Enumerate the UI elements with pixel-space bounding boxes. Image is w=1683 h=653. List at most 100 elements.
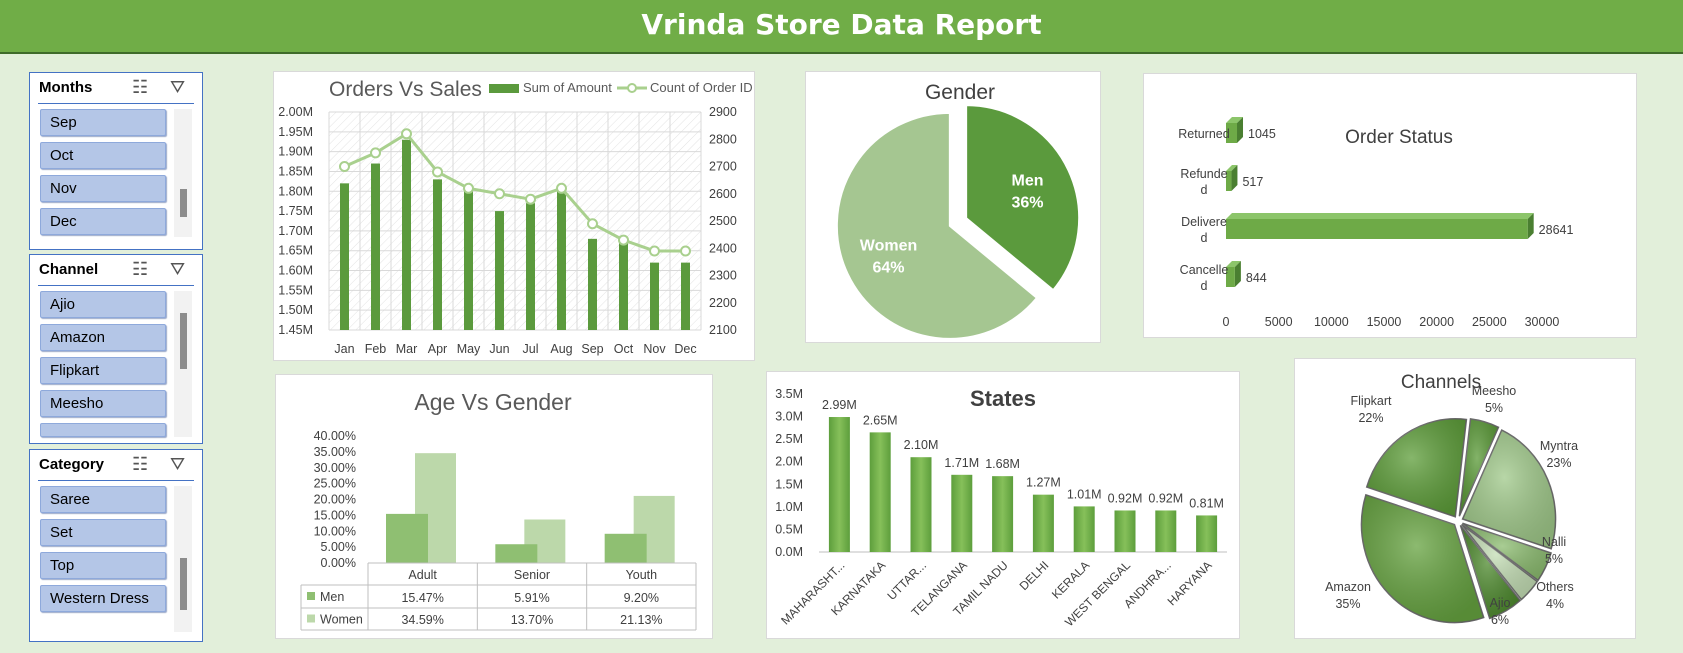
- channels-chart: Channels Meesho 5% Myntra 23% Nalli 5% Others 4…: [1325, 372, 1578, 627]
- multi-select-icon[interactable]: ☷: [132, 454, 149, 474]
- legend-label: Men: [320, 590, 344, 604]
- y-tick-label: 1.60M: [278, 264, 313, 278]
- report-banner: Vrinda Store Data Report: [0, 0, 1683, 54]
- data-label: 28641: [1539, 223, 1574, 237]
- slice-label: Meesho: [1472, 384, 1517, 398]
- slice-shade: [1366, 418, 1467, 517]
- slicer-item-sep[interactable]: Sep: [40, 109, 166, 136]
- clear-filter-icon[interactable]: ⛛: [170, 259, 186, 279]
- data-label: 0.92M: [1108, 491, 1143, 505]
- chart-title: Orders Vs Sales: [329, 78, 482, 101]
- gender-chart: Gender Men 36% Women 64%: [835, 81, 1081, 340]
- y-tick-label: 1.95M: [278, 125, 313, 139]
- y-tick-label: 2.5M: [775, 432, 803, 446]
- chart-title: Order Status: [1345, 127, 1453, 148]
- slice-percent: 5%: [1545, 552, 1563, 566]
- point-jan: [339, 161, 350, 172]
- slice-shade: [1459, 418, 1499, 517]
- y2-tick-label: 2900: [709, 105, 737, 119]
- bar-men-senior: [495, 544, 538, 563]
- slice-shade: [1462, 430, 1556, 549]
- slicer-item-top[interactable]: Top: [40, 552, 166, 579]
- slicer-item-oct[interactable]: Oct: [40, 142, 166, 169]
- slice-percent: 64%: [872, 260, 904, 277]
- x-tick-label: Mar: [396, 342, 418, 356]
- table-header: Youth: [626, 568, 658, 582]
- y-tick-label: 3.0M: [775, 410, 803, 424]
- slicer-item-meesho[interactable]: Meesho: [40, 390, 166, 417]
- slicer-item-amazon[interactable]: Amazon: [40, 324, 166, 351]
- point-nov: [649, 245, 660, 257]
- scroll-thumb[interactable]: [180, 558, 187, 610]
- slice-percent: 6%: [1491, 613, 1509, 627]
- scroll-thumb[interactable]: [180, 189, 187, 217]
- clear-filter-icon[interactable]: ⛛: [170, 77, 186, 97]
- table-cell: 5.91%: [514, 591, 549, 605]
- data-label: 1.27M: [1026, 476, 1061, 490]
- slicer-item-saree[interactable]: Saree: [40, 486, 166, 513]
- y2-tick-label: 2700: [709, 160, 737, 174]
- slicer-divider: [38, 480, 194, 481]
- data-label: 1045: [1248, 127, 1276, 141]
- slice-shade: [1460, 525, 1521, 619]
- bar-dec: [681, 262, 690, 330]
- data-label: 2.10M: [904, 438, 939, 452]
- category-label: Returned: [1178, 127, 1229, 141]
- x-tick-label: May: [457, 342, 481, 356]
- bar-uttar: [910, 457, 932, 552]
- slicer-item-set[interactable]: Set: [40, 519, 166, 546]
- x-tick-label: 20000: [1419, 315, 1454, 329]
- slice-label: Amazon: [1325, 580, 1371, 594]
- bar-west-bengal: [1114, 510, 1136, 552]
- y-tick-label: 1.90M: [278, 145, 313, 159]
- point-jul: [525, 193, 536, 205]
- x-tick-label: Aug: [550, 342, 572, 356]
- slice-label: Myntra: [1540, 439, 1578, 453]
- bar-delivered: [1226, 219, 1528, 239]
- slice-percent: 4%: [1546, 597, 1564, 611]
- bar-delhi: [1032, 494, 1054, 552]
- chart-title: Age Vs Gender: [414, 389, 572, 415]
- clear-filter-icon[interactable]: ⛛: [170, 454, 186, 474]
- chart-title: States: [970, 386, 1036, 411]
- slicer-item-flipkart[interactable]: Flipkart: [40, 357, 166, 384]
- y-tick-label: 0.5M: [775, 522, 803, 536]
- bar-side: [1527, 213, 1534, 239]
- multi-select-icon[interactable]: ☷: [132, 259, 149, 279]
- table-cell: 21.13%: [620, 613, 662, 627]
- x-tick-label: 10000: [1314, 315, 1349, 329]
- y2-tick-label: 2500: [709, 214, 737, 228]
- category-scrollbar[interactable]: [174, 486, 192, 632]
- scroll-thumb[interactable]: [180, 313, 187, 369]
- slicer-item-dec[interactable]: Dec: [40, 208, 166, 235]
- months-scrollbar[interactable]: [174, 109, 192, 237]
- slice-percent: 23%: [1546, 456, 1571, 470]
- x-tick-label: HARYANA: [1165, 558, 1215, 608]
- y-tick-label: 1.0M: [775, 500, 803, 514]
- y-tick-label: 15.00%: [314, 508, 356, 522]
- x-tick-label: Jan: [334, 342, 354, 356]
- age-vs-gender-card: Age Vs Gender 40.00% 35.00% 30.00% 25.00% 20…: [275, 374, 713, 639]
- slicer-item-western-dress[interactable]: Western Dress: [40, 585, 166, 612]
- data-label: 2.99M: [822, 398, 857, 412]
- multi-select-icon[interactable]: ☷: [132, 77, 149, 97]
- slice-label: Nalli: [1542, 535, 1566, 549]
- x-tick-label: Apr: [428, 342, 447, 356]
- chart-title: Gender: [925, 81, 995, 104]
- x-tick-label: Nov: [643, 342, 666, 356]
- slicer-item-partial[interactable]: [40, 423, 166, 437]
- channel-scrollbar[interactable]: [174, 291, 192, 437]
- point-jun: [494, 188, 505, 200]
- slicer-item-nov[interactable]: Nov: [40, 175, 166, 202]
- bar-side: [1237, 117, 1244, 143]
- category-label: Cancelle: [1180, 263, 1229, 277]
- bar-maharasht: [828, 417, 850, 552]
- slicer-item-ajio[interactable]: Ajio: [40, 291, 166, 318]
- legend-label-amount: Sum of Amount: [523, 80, 612, 95]
- bar-haryana: [1196, 515, 1218, 552]
- bar-returned: [1226, 123, 1238, 143]
- y-tick-label: 1.80M: [278, 184, 313, 198]
- y-tick-label: 1.45M: [278, 323, 313, 337]
- slice-shade: [1461, 524, 1538, 600]
- bar-apr: [433, 179, 442, 330]
